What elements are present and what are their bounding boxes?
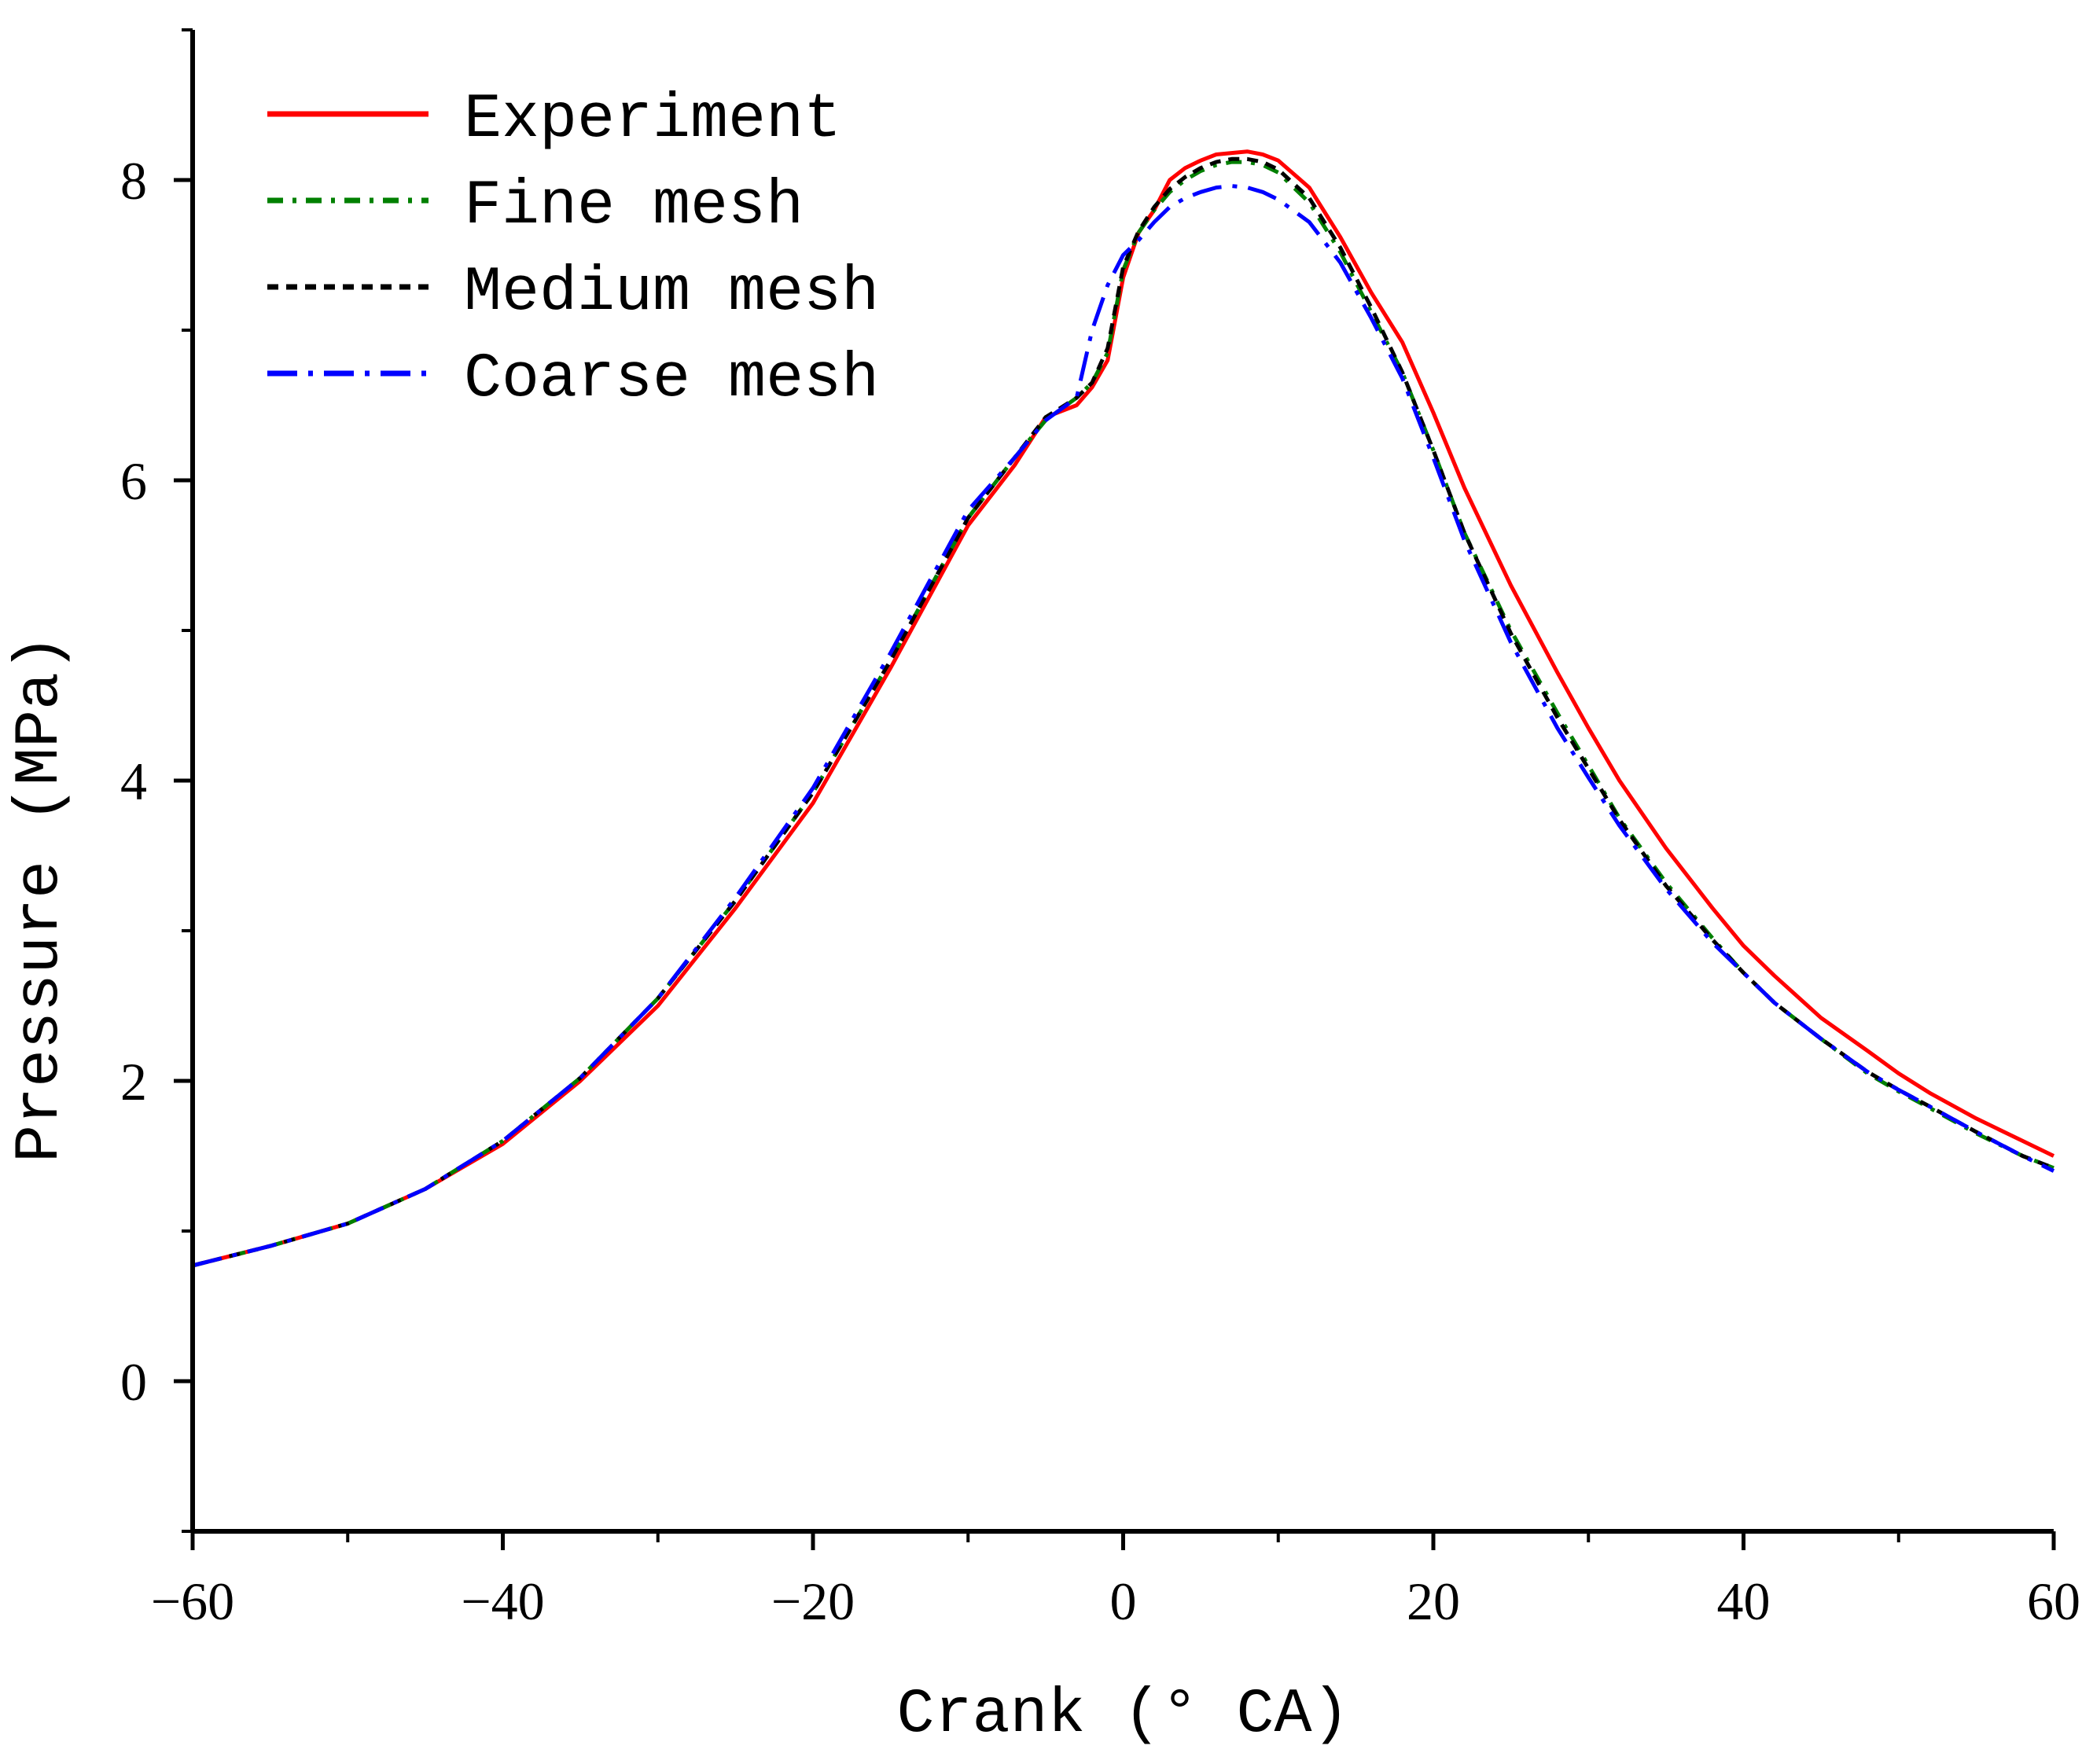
legend-label-coarse-mesh: Coarse mesh (464, 344, 879, 415)
series-layer (192, 149, 2055, 1268)
legend-label-medium-mesh: Medium mesh (464, 257, 879, 329)
y-tick-label: 2 (120, 1052, 147, 1112)
y-tick-label: 0 (120, 1352, 147, 1412)
y-tick-label: 8 (120, 151, 147, 211)
legend-label-experiment: Experiment (464, 84, 841, 156)
y-axis-title: Pressure (MPa) (5, 634, 76, 1163)
x-tick-label: −20 (771, 1571, 855, 1631)
y-tick-label: 4 (120, 752, 147, 811)
series-line-experiment (192, 149, 2055, 1268)
x-tick-label: −60 (151, 1571, 234, 1631)
legend-label-fine-mesh: Fine mesh (464, 171, 804, 242)
ticks-layer: −60 −40 −20 0 20 40 60 0 2 4 6 8 (120, 28, 2080, 1631)
x-tick-label: 0 (1110, 1571, 1137, 1631)
legend: Experiment Fine mesh Medium mesh Coarse mes… (267, 84, 879, 415)
x-tick-label: 40 (1717, 1571, 1771, 1631)
x-tick-label: −40 (461, 1571, 544, 1631)
y-tick-label: 6 (120, 451, 147, 511)
x-tick-label: 60 (2027, 1571, 2080, 1631)
x-tick-label: 20 (1407, 1571, 1460, 1631)
series-line-medium-mesh (192, 156, 2054, 1268)
x-axis-title: Crank (° CA) (896, 1679, 1349, 1751)
